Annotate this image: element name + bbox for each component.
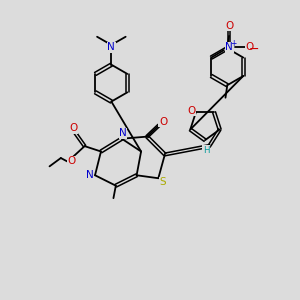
Text: N: N xyxy=(107,43,115,52)
Text: H: H xyxy=(203,146,209,155)
Text: N: N xyxy=(225,42,233,52)
Text: O: O xyxy=(245,42,254,52)
Text: O: O xyxy=(188,106,196,116)
Text: O: O xyxy=(68,156,76,166)
Text: N: N xyxy=(119,128,127,138)
Text: −: − xyxy=(249,42,260,56)
Text: O: O xyxy=(225,21,233,31)
Text: N: N xyxy=(86,170,94,180)
Text: S: S xyxy=(160,177,166,188)
Text: O: O xyxy=(159,117,167,127)
Text: O: O xyxy=(69,123,77,133)
Text: +: + xyxy=(230,38,236,47)
